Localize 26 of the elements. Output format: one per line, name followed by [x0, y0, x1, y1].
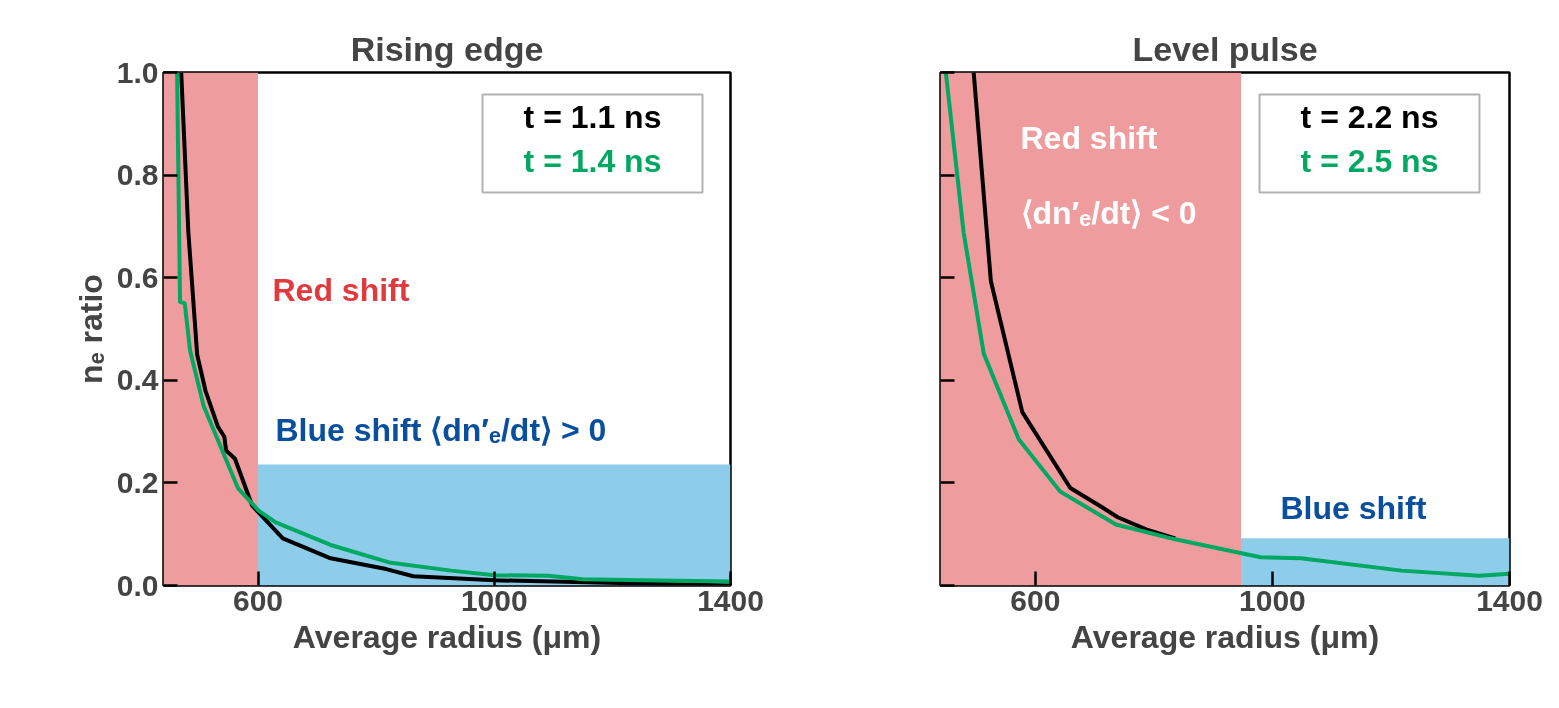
x-axis-title: Average radius (μm) [1070, 618, 1380, 655]
text: t = 2.5 ns [1300, 142, 1439, 179]
x-tick-label: 1000 [1239, 583, 1306, 617]
x-axis-title: Average radius (μm) [292, 618, 602, 655]
chart-title: Rising edge [350, 29, 544, 68]
annotation: Red shift [272, 271, 410, 308]
annotation: Red shift [1020, 119, 1158, 156]
chart-title: Level pulse [1132, 29, 1318, 68]
y-tick-label: 0.6 [116, 260, 159, 294]
x-tick-label: 1400 [1476, 583, 1543, 617]
annotation: Blue shift [1280, 489, 1427, 526]
text: t = 1.4 ns [523, 142, 662, 179]
y-tick-label: 0.0 [116, 568, 159, 602]
annotation: ⟨dn′ₑ/dt⟩ < 0 [1020, 194, 1197, 231]
x-tick-label: 1000 [460, 583, 528, 617]
x-tick-label: 600 [1010, 583, 1061, 617]
x-tick-label: 600 [232, 583, 284, 617]
y-tick-label: 0.2 [116, 465, 159, 499]
y-tick-label: 0.4 [116, 363, 159, 397]
y-tick-label: 0.8 [116, 158, 159, 192]
text: t = 1.1 ns [523, 98, 662, 135]
x-tick-label: 1400 [697, 583, 764, 617]
annotation: Blue shift ⟨dn′ₑ/dt⟩ > 0 [275, 411, 607, 448]
y-tick-label: 1.0 [116, 55, 159, 89]
y-axis-title: nₑ ratio [72, 274, 109, 384]
text: t = 2.2 ns [1300, 98, 1439, 135]
